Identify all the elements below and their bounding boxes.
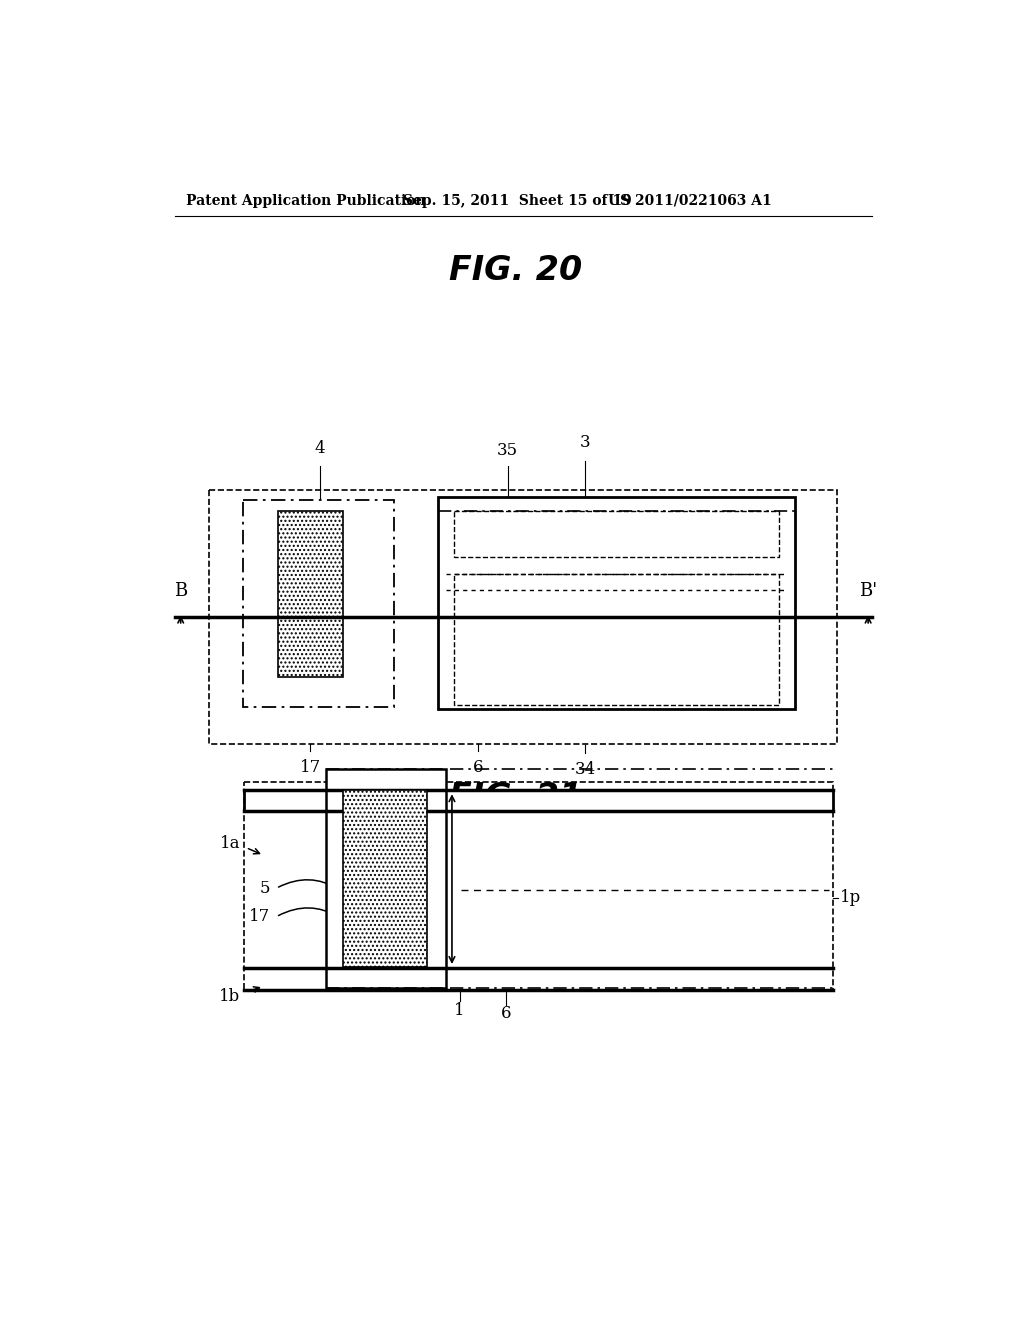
Bar <box>243 499 394 708</box>
Text: 6: 6 <box>501 1006 511 1023</box>
Text: 6: 6 <box>473 759 483 776</box>
Bar <box>438 498 795 709</box>
Bar <box>245 781 834 990</box>
Text: B': B' <box>859 582 878 599</box>
Text: Sep. 15, 2011  Sheet 15 of 19: Sep. 15, 2011 Sheet 15 of 19 <box>403 194 632 207</box>
Bar <box>278 511 343 677</box>
Text: US 2011/0221063 A1: US 2011/0221063 A1 <box>608 194 772 207</box>
Text: 5: 5 <box>259 880 270 896</box>
Text: 3: 3 <box>580 434 591 451</box>
Text: 35: 35 <box>498 442 518 459</box>
Text: 34: 34 <box>574 760 596 777</box>
Text: B: B <box>174 582 187 599</box>
Bar <box>454 574 779 705</box>
Text: 17: 17 <box>249 908 270 925</box>
Bar <box>326 770 445 989</box>
Bar <box>343 789 427 966</box>
Text: 1: 1 <box>455 1002 465 1019</box>
Text: 1a: 1a <box>220 836 241 853</box>
Text: FIG. 20: FIG. 20 <box>449 253 582 286</box>
Bar <box>209 490 838 743</box>
Text: 1p: 1p <box>840 890 861 906</box>
Text: 4: 4 <box>315 440 326 457</box>
Text: 4: 4 <box>380 812 390 829</box>
Text: 1b: 1b <box>219 987 241 1005</box>
Text: 17: 17 <box>299 759 321 776</box>
Bar <box>245 789 834 812</box>
Text: Patent Application Publication: Patent Application Publication <box>186 194 426 207</box>
Bar <box>454 511 779 557</box>
Text: FIG. 21: FIG. 21 <box>449 781 582 814</box>
